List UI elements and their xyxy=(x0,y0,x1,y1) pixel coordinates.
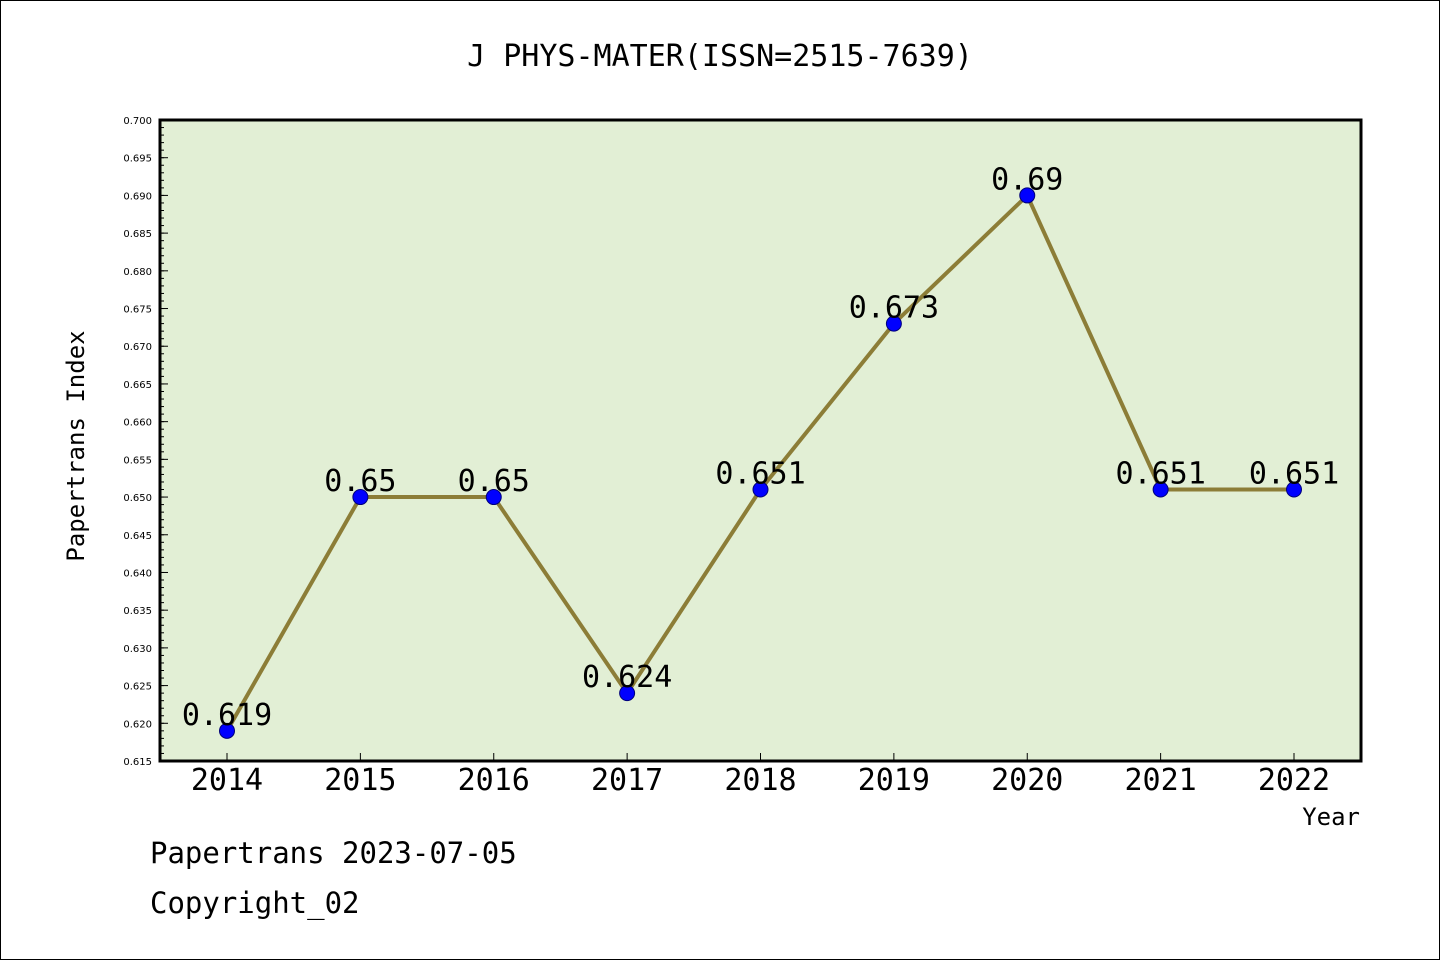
y-tick-label: 0.675 xyxy=(123,305,152,316)
y-tick-label: 0.685 xyxy=(123,229,152,240)
data-markers xyxy=(219,187,1302,739)
y-tick-label: 0.615 xyxy=(123,757,152,768)
x-tick-label: 2016 xyxy=(458,763,530,798)
y-tick-label: 0.630 xyxy=(123,644,152,655)
y-axis-label: Papertrans Index xyxy=(62,330,90,561)
data-point xyxy=(352,489,369,506)
x-tick-label: 2020 xyxy=(991,763,1063,798)
y-axis-ticks: 0.615 0.620 0.625 0.630 0.635 0.640 0.645 0.650… xyxy=(123,116,168,768)
x-tick-label: 2018 xyxy=(724,763,796,798)
y-tick-label: 0.650 xyxy=(123,493,152,504)
y-tick-label: 0.640 xyxy=(123,568,152,579)
data-label: 0.651 xyxy=(1249,457,1339,492)
footer-copyright: Copyright_02 xyxy=(150,886,360,920)
y-tick-label: 0.660 xyxy=(123,418,152,429)
data-point xyxy=(485,489,502,506)
footer-date: Papertrans 2023-07-05 xyxy=(150,836,517,870)
data-label: 0.651 xyxy=(1115,457,1205,492)
chart-title: J PHYS-MATER(ISSN=2515-7639) xyxy=(467,39,973,74)
data-point xyxy=(752,481,769,498)
data-point xyxy=(1019,187,1036,204)
y-tick-label: 0.670 xyxy=(123,342,152,353)
data-point xyxy=(219,722,235,739)
y-tick-label: 0.620 xyxy=(123,719,152,730)
y-tick-label: 0.655 xyxy=(123,455,152,466)
x-tick-label: 2017 xyxy=(591,763,663,798)
y-tick-label: 0.625 xyxy=(123,682,152,693)
data-point xyxy=(1286,481,1302,498)
x-tick-label: 2019 xyxy=(858,763,930,798)
y-tick-label: 0.695 xyxy=(123,154,152,165)
y-tick-label: 0.645 xyxy=(123,531,152,542)
data-point xyxy=(1152,481,1169,498)
data-label: 0.65 xyxy=(324,464,396,499)
data-point xyxy=(619,685,636,702)
data-label: 0.651 xyxy=(715,457,805,492)
data-label: 0.65 xyxy=(458,464,530,499)
data-point xyxy=(885,315,902,332)
y-tick-label: 0.680 xyxy=(123,267,152,278)
data-label: 0.619 xyxy=(182,698,272,733)
x-tick-label: 2014 xyxy=(191,763,263,798)
y-tick-label: 0.635 xyxy=(123,606,152,617)
data-label: 0.673 xyxy=(849,291,939,326)
y-tick-label: 0.665 xyxy=(123,380,152,391)
data-labels: 0.619 0.65 0.65 0.624 0.651 0.673 0.69 0.651 0.6… xyxy=(182,162,1339,732)
data-label: 0.624 xyxy=(582,660,672,695)
plot-area xyxy=(158,118,1363,763)
y-tick-label: 0.690 xyxy=(123,191,152,202)
x-tick-label: 2021 xyxy=(1125,763,1197,798)
x-axis-ticks: 2014 2015 2016 2017 2018 2019 2020 2021 2022 xyxy=(191,753,1330,798)
x-tick-label: 2022 xyxy=(1258,763,1330,798)
data-label: 0.69 xyxy=(991,162,1063,197)
x-tick-label: 2015 xyxy=(324,763,396,798)
x-axis-label: Year xyxy=(1302,803,1360,831)
y-tick-label: 0.700 xyxy=(123,116,152,127)
